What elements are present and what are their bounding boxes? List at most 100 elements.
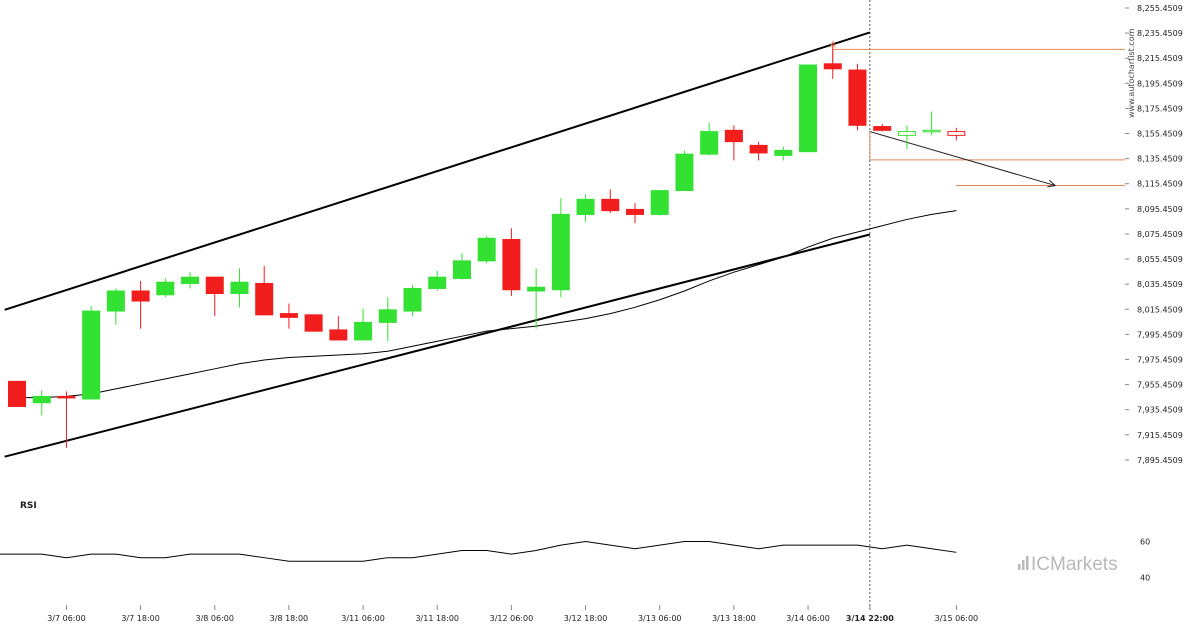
x-axis-tick-label: 3/12 18:00 bbox=[564, 614, 608, 623]
candle-body bbox=[527, 286, 546, 292]
rsi-tick-label: 40 bbox=[1140, 573, 1150, 582]
broker-logo-text: ICMarkets bbox=[1031, 554, 1118, 575]
y-axis-tick-label: 8,255.4509 bbox=[1137, 4, 1183, 13]
candle-body bbox=[724, 129, 743, 143]
candle bbox=[131, 280, 150, 329]
x-axis-tick-label: 3/11 18:00 bbox=[415, 614, 459, 623]
y-axis-tick-label: 8,195.4509 bbox=[1137, 79, 1183, 88]
candle bbox=[897, 125, 916, 150]
candle bbox=[354, 308, 373, 341]
candle-body bbox=[329, 329, 348, 341]
candle bbox=[947, 127, 966, 141]
channel-lower-line bbox=[4, 233, 871, 458]
candle bbox=[32, 390, 51, 416]
candle-body bbox=[279, 313, 298, 318]
x-axis-tick-label: 3/12 06:00 bbox=[490, 614, 534, 623]
candle-body bbox=[650, 190, 669, 215]
candle bbox=[477, 235, 496, 264]
rsi-label: RSI bbox=[20, 501, 37, 511]
candle-body bbox=[700, 131, 719, 155]
axes: 8,255.4509 8,235.4509 8,215.4509 8,195.4509… bbox=[47, 4, 1183, 623]
candle-body bbox=[82, 310, 101, 400]
x-axis-tick-label: 3/7 18:00 bbox=[121, 614, 159, 623]
candle bbox=[329, 316, 348, 341]
x-axis-tick-label: 3/13 18:00 bbox=[712, 614, 756, 623]
candle bbox=[403, 284, 422, 317]
candle bbox=[181, 272, 200, 289]
channel-upper-line bbox=[4, 31, 871, 311]
candle-body bbox=[749, 144, 768, 154]
candle-body bbox=[428, 276, 447, 289]
candle bbox=[576, 194, 595, 222]
candle bbox=[304, 314, 323, 332]
x-axis-tick-label: 3/14 22:00 bbox=[846, 614, 894, 623]
candle bbox=[873, 124, 892, 132]
candle bbox=[205, 276, 224, 317]
candle bbox=[626, 203, 644, 224]
candle bbox=[8, 380, 26, 407]
candle bbox=[551, 198, 570, 298]
broker-logo-icon bbox=[1018, 556, 1029, 570]
rsi-tick-label: 60 bbox=[1140, 538, 1150, 547]
candle bbox=[502, 228, 521, 297]
candle-body bbox=[873, 126, 892, 131]
candle-body bbox=[452, 260, 471, 279]
candle bbox=[700, 122, 719, 156]
y-axis-tick-label: 8,175.4509 bbox=[1137, 104, 1183, 113]
rsi-line bbox=[0, 541, 957, 562]
candle-body bbox=[304, 314, 323, 332]
candle-body bbox=[230, 281, 249, 295]
candle-body bbox=[774, 149, 793, 156]
candle-body bbox=[675, 153, 694, 192]
candle-body bbox=[131, 290, 150, 302]
candle-body bbox=[156, 281, 175, 296]
moving-average-line bbox=[17, 210, 957, 399]
rsi-panel: RSI 60 40 bbox=[0, 501, 1150, 582]
candle bbox=[675, 150, 694, 192]
candle-body bbox=[601, 198, 620, 212]
candle-body bbox=[626, 208, 644, 215]
candle-body bbox=[551, 213, 570, 291]
candle-body bbox=[181, 276, 200, 284]
projection-arrow-line bbox=[869, 131, 1056, 187]
y-axis-tick-label: 8,115.4509 bbox=[1137, 180, 1183, 189]
candle-body bbox=[255, 282, 274, 316]
candle bbox=[799, 64, 818, 153]
y-axis-tick-label: 8,135.4509 bbox=[1137, 155, 1183, 164]
candle-body bbox=[922, 129, 941, 133]
candle bbox=[255, 265, 274, 316]
x-axis-tick-label: 3/14 06:00 bbox=[786, 614, 830, 623]
y-axis-tick-label: 8,095.4509 bbox=[1137, 205, 1183, 214]
y-axis-tick-label: 7,975.4509 bbox=[1137, 355, 1183, 364]
x-axis-tick-label: 3/7 06:00 bbox=[47, 614, 85, 623]
y-axis-tick-label: 7,995.4509 bbox=[1137, 330, 1183, 339]
candle-body bbox=[477, 237, 496, 262]
candle bbox=[57, 391, 76, 448]
candle bbox=[922, 111, 941, 136]
candle-body bbox=[403, 287, 422, 312]
candle bbox=[279, 303, 298, 329]
candle bbox=[156, 278, 175, 298]
candle bbox=[230, 268, 249, 308]
candle bbox=[106, 288, 125, 325]
x-axis-tick-label: 3/8 06:00 bbox=[196, 614, 234, 623]
x-axis-tick-label: 3/8 18:00 bbox=[270, 614, 308, 623]
candle-body bbox=[502, 239, 521, 291]
y-axis-tick-label: 7,955.4509 bbox=[1137, 381, 1183, 390]
broker-logo-bar bbox=[1018, 564, 1021, 570]
candle-body bbox=[799, 64, 818, 153]
candle-body bbox=[576, 198, 595, 215]
y-axis-tick-label: 7,935.4509 bbox=[1137, 406, 1183, 415]
candle-body bbox=[57, 395, 76, 399]
candle bbox=[378, 297, 397, 342]
candle bbox=[774, 146, 793, 161]
y-axis-tick-label: 8,015.4509 bbox=[1137, 305, 1183, 314]
candle-body bbox=[897, 131, 916, 136]
candle-body bbox=[823, 63, 842, 70]
x-axis-tick-label: 3/15 06:00 bbox=[935, 614, 979, 623]
broker-logo-bar bbox=[1022, 560, 1025, 570]
x-axis-tick-label: 3/11 06:00 bbox=[341, 614, 385, 623]
candle bbox=[749, 141, 768, 161]
candle bbox=[82, 306, 101, 400]
